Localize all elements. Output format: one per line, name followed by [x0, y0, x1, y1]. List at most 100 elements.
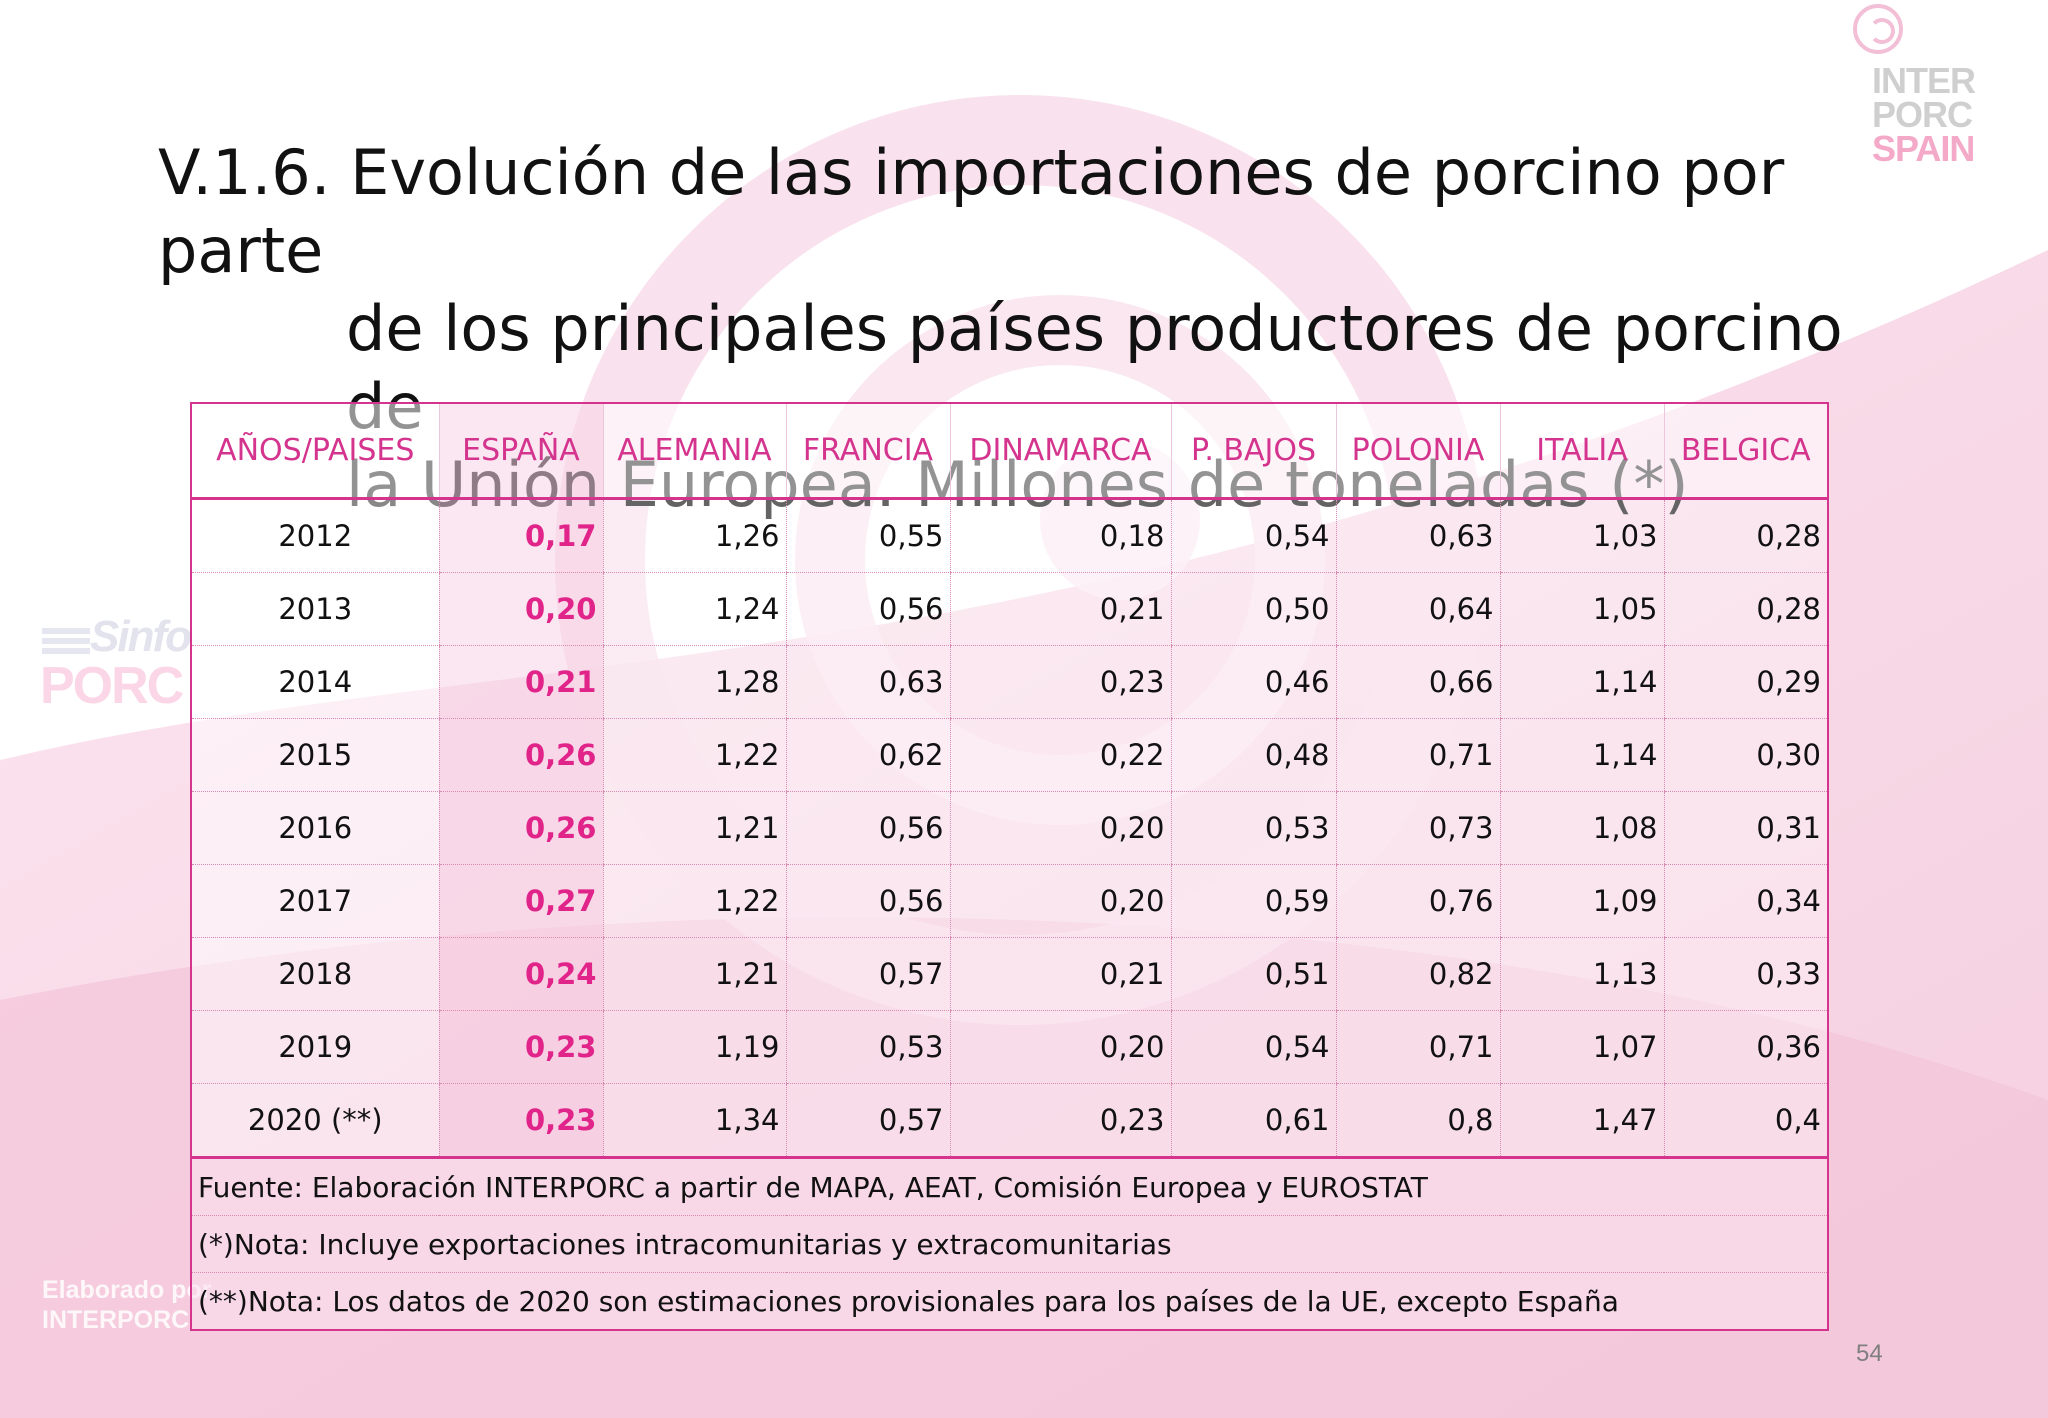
note-row: (*)Nota: Incluye exportaciones intracomu… — [191, 1215, 1828, 1273]
value-cell: 0,8 — [1335, 1083, 1500, 1159]
header-italia: ITALIA — [1499, 403, 1664, 500]
table-row: 2015 0,26 1,22 0,62 0,22 0,48 0,71 1,14 0,30 — [190, 718, 1828, 792]
page-number: 54 — [1856, 1340, 1883, 1367]
value-cell: 0,71 — [1335, 718, 1500, 792]
value-cell: 1,14 — [1499, 645, 1664, 719]
value-cell: 0,36 — [1663, 1010, 1828, 1084]
value-cell: 0,82 — [1335, 937, 1500, 1011]
value-cell: 1,08 — [1499, 791, 1664, 865]
value-cell: 1,13 — [1499, 937, 1664, 1011]
year-cell: 2012 — [190, 498, 439, 573]
watermark-text: Elaborado por INTERPORC — [42, 1275, 211, 1335]
value-cell: 0,30 — [1663, 718, 1828, 792]
note-row: (**)Nota: Los datos de 2020 son estimaci… — [191, 1272, 1828, 1330]
value-cell: 0,31 — [1663, 791, 1828, 865]
year-cell: 2019 — [190, 1010, 439, 1084]
imports-table: AÑOS/PAISES ESPAÑA ALEMANIA FRANCIA DINA… — [190, 402, 1829, 1331]
table-row: 2014 0,21 1,28 0,63 0,23 0,46 0,66 1,14 0,29 — [190, 645, 1828, 719]
watermark-line-2: INTERPORC — [42, 1306, 190, 1334]
value-cell: 0,46 — [1170, 645, 1336, 719]
value-cell: 0,53 — [785, 1010, 950, 1084]
spiral-icon — [1853, 4, 1903, 54]
value-cell: 1,21 — [602, 937, 786, 1011]
value-cell: 1,47 — [1499, 1083, 1664, 1159]
value-cell: 0,27 — [438, 864, 603, 938]
value-cell: 0,20 — [438, 572, 603, 646]
value-cell: 0,54 — [1170, 498, 1336, 573]
header-p-bajos: P. BAJOS — [1170, 403, 1336, 500]
value-cell: 0,56 — [785, 791, 950, 865]
value-cell: 0,55 — [785, 498, 950, 573]
value-cell: 0,57 — [785, 1083, 950, 1159]
value-cell: 1,22 — [602, 718, 786, 792]
value-cell: 1,22 — [602, 864, 786, 938]
value-cell: 1,21 — [602, 791, 786, 865]
title-line-1: V.1.6. Evolución de las importaciones de… — [158, 135, 1785, 287]
logo-stripes — [42, 628, 90, 658]
header-dinamarca: DINAMARCA — [949, 403, 1171, 500]
table-header-row: AÑOS/PAISES ESPAÑA ALEMANIA FRANCIA DINA… — [190, 403, 1828, 500]
value-cell: 0,4 — [1663, 1083, 1828, 1159]
year-cell: 2016 — [190, 791, 439, 865]
value-cell: 0,56 — [785, 864, 950, 938]
value-cell: 0,21 — [438, 645, 603, 719]
value-cell: 0,34 — [1663, 864, 1828, 938]
logo-word-porc-left: PORC — [40, 657, 184, 715]
value-cell: 0,61 — [1170, 1083, 1336, 1159]
year-cell: 2014 — [190, 645, 439, 719]
value-cell: 0,33 — [1663, 937, 1828, 1011]
value-cell: 0,23 — [949, 645, 1171, 719]
value-cell: 1,09 — [1499, 864, 1664, 938]
value-cell: 0,50 — [1170, 572, 1336, 646]
value-cell: 1,24 — [602, 572, 786, 646]
value-cell: 0,66 — [1335, 645, 1500, 719]
watermark-line-1: Elaborado por — [42, 1276, 212, 1304]
value-cell: 0,56 — [785, 572, 950, 646]
value-cell: 0,23 — [438, 1010, 603, 1084]
value-cell: 0,54 — [1170, 1010, 1336, 1084]
value-cell: 0,28 — [1663, 572, 1828, 646]
value-cell: 0,63 — [785, 645, 950, 719]
table-row: 2019 0,23 1,19 0,53 0,20 0,54 0,71 1,07 0,36 — [190, 1010, 1828, 1084]
value-cell: 0,48 — [1170, 718, 1336, 792]
value-cell: 0,29 — [1663, 645, 1828, 719]
value-cell: 0,64 — [1335, 572, 1500, 646]
logo-word-spain: SPAIN — [1872, 128, 1975, 169]
value-cell: 0,53 — [1170, 791, 1336, 865]
note-2: (**)Nota: Los datos de 2020 son estimaci… — [191, 1272, 1828, 1330]
interporc-spain-logo: INTER PORC SPAIN — [1852, 4, 2002, 174]
value-cell: 1,34 — [602, 1083, 786, 1159]
value-cell: 1,03 — [1499, 498, 1664, 573]
value-cell: 0,20 — [949, 864, 1171, 938]
year-cell: 2013 — [190, 572, 439, 646]
value-cell: 0,24 — [438, 937, 603, 1011]
sinfoporc-logo: Sinfo PORC — [40, 612, 210, 722]
value-cell: 0,21 — [949, 572, 1171, 646]
value-cell: 0,21 — [949, 937, 1171, 1011]
header-espana: ESPAÑA — [438, 403, 603, 500]
note-1: (*)Nota: Incluye exportaciones intracomu… — [191, 1215, 1828, 1273]
note-row: Fuente: Elaboración INTERPORC a partir d… — [191, 1157, 1828, 1216]
header-belgica: BELGICA — [1663, 403, 1828, 500]
table-row: 2016 0,26 1,21 0,56 0,20 0,53 0,73 1,08 0,31 — [190, 791, 1828, 865]
value-cell: 0,26 — [438, 791, 603, 865]
value-cell: 0,57 — [785, 937, 950, 1011]
logo-word-sinfo: Sinfo — [90, 612, 192, 661]
value-cell: 1,14 — [1499, 718, 1664, 792]
value-cell: 0,26 — [438, 718, 603, 792]
year-cell: 2020 (**) — [190, 1083, 439, 1159]
value-cell: 0,59 — [1170, 864, 1336, 938]
value-cell: 1,28 — [602, 645, 786, 719]
value-cell: 0,63 — [1335, 498, 1500, 573]
header-francia: FRANCIA — [785, 403, 950, 500]
value-cell: 0,51 — [1170, 937, 1336, 1011]
table-row: 2020 (**) 0,23 1,34 0,57 0,23 0,61 0,8 1,47 0,4 — [190, 1083, 1828, 1159]
value-cell: 0,22 — [949, 718, 1171, 792]
value-cell: 0,20 — [949, 1010, 1171, 1084]
value-cell: 1,07 — [1499, 1010, 1664, 1084]
year-cell: 2015 — [190, 718, 439, 792]
table-row: 2012 0,17 1,26 0,55 0,18 0,54 0,63 1,03 0,28 — [190, 498, 1828, 573]
value-cell: 0,76 — [1335, 864, 1500, 938]
logo-word-inter: INTER — [1872, 60, 1976, 101]
value-cell: 0,62 — [785, 718, 950, 792]
